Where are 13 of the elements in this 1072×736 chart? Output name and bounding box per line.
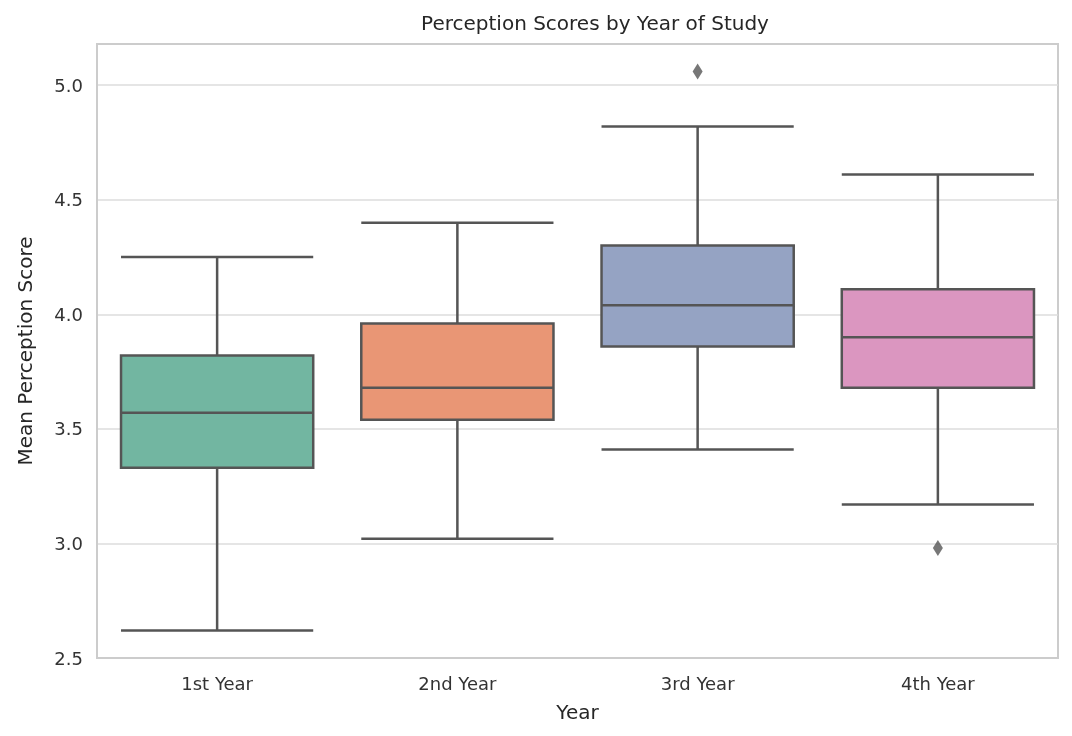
y-tick-label: 4.0 [54, 303, 83, 325]
y-tick-label: 3.5 [54, 418, 83, 440]
x-tick-label: 3rd Year [660, 672, 736, 694]
chart-title: Perception Scores by Year of Study [421, 11, 770, 35]
x-tick-label: 1st Year [181, 672, 254, 694]
y-tick-label: 3.0 [54, 532, 83, 554]
x-tick-label: 4th Year [901, 672, 976, 694]
y-tick-label: 4.5 [54, 189, 83, 211]
x-tick-label: 2nd Year [418, 672, 498, 694]
y-tick-label: 2.5 [54, 647, 83, 669]
y-tick-label: 5.0 [54, 74, 83, 96]
x-axis-title: Year [555, 700, 600, 724]
y-axis-title: Mean Perception Score [13, 236, 37, 466]
